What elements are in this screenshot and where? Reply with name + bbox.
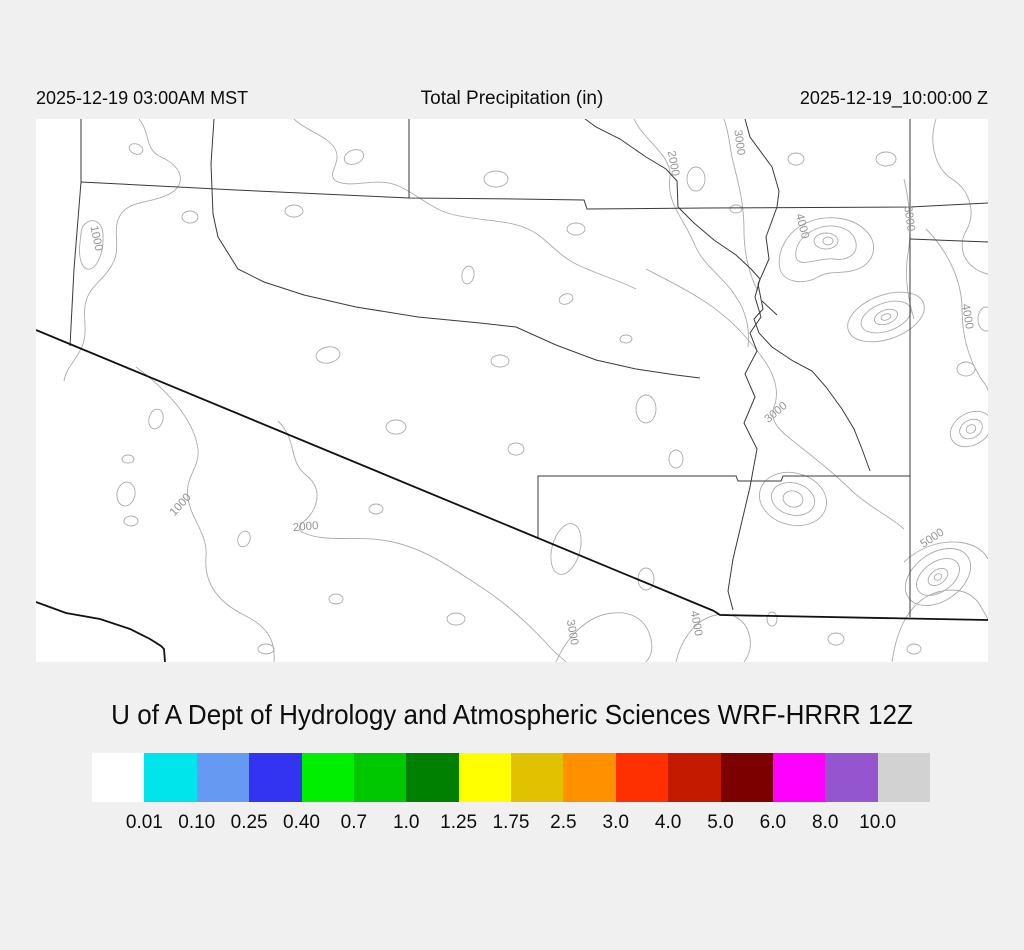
contour-label: 3000 — [731, 129, 746, 156]
contour-label: 4000 — [688, 610, 704, 637]
colorbar — [92, 753, 930, 802]
colorbar-tick-label: 5.0 — [707, 812, 734, 833]
contour-label: 6000 — [901, 205, 916, 232]
colorbar-swatch — [301, 753, 354, 802]
contour-label: 1000 — [87, 225, 104, 253]
colorbar-tick-label: 4.0 — [654, 812, 682, 833]
colorbar-swatch — [249, 753, 302, 802]
colorbar-swatch — [772, 753, 826, 802]
elevation-contours — [63, 119, 988, 662]
colorbar-tick-label: 0.7 — [340, 812, 368, 833]
product-caption: U of A Dept of Hydrology and Atmospheric… — [0, 699, 1024, 731]
colorbar-swatch — [615, 753, 669, 802]
colorbar-tick-label: 1.25 — [440, 812, 478, 833]
colorbar-tick-label: 8.0 — [812, 812, 839, 833]
product-caption-text: U of A Dept of Hydrology and Atmospheric… — [111, 699, 913, 730]
valid-time-utc: 2025-12-19_10:00:00 Z — [799, 88, 988, 108]
colorbar-tick-label: 6.0 — [759, 812, 787, 833]
colorbar-swatch — [353, 753, 407, 802]
contour-labels: 1000 1000 2000 2000 3000 3000 3000 4000 … — [87, 129, 975, 646]
colorbar-swatch — [458, 753, 511, 802]
contour-label: 2000 — [292, 520, 319, 534]
contour-label: 3000 — [564, 619, 580, 646]
county-boundaries — [69, 119, 988, 617]
colorbar-tick-label: 0.10 — [178, 812, 216, 833]
contour-label: 2000 — [665, 150, 681, 177]
contour-label: 3000 — [762, 400, 789, 426]
colorbar-swatch — [406, 753, 459, 802]
colorbar-tick-label: 0.40 — [283, 812, 320, 833]
colorbar-swatch — [825, 753, 878, 802]
colorbar-tick-label: 0.01 — [125, 812, 163, 833]
mexico-border — [36, 329, 988, 662]
colorbar-tick-label: 0.25 — [230, 812, 268, 833]
colorbar-swatch — [196, 753, 250, 802]
colorbar-swatch — [668, 753, 721, 802]
colorbar-swatch — [877, 753, 930, 802]
colorbar-swatch — [92, 753, 145, 802]
colorbar-tick-label: 1.0 — [393, 812, 420, 833]
page-title: Total Precipitation (in) — [420, 88, 604, 109]
contour-label: 4000 — [959, 303, 975, 330]
colorbar-swatch — [720, 753, 773, 802]
forecast-map: 1000 1000 2000 2000 3000 3000 3000 4000 … — [36, 119, 988, 662]
colorbar-tick-label: 10.0 — [859, 812, 897, 833]
map-canvas: 1000 1000 2000 2000 3000 3000 3000 4000 … — [36, 119, 988, 662]
colorbar-swatch — [511, 753, 564, 802]
colorbar-tick-label: 2.5 — [550, 812, 577, 833]
colorbar-ticks: 0.01 0.10 0.25 0.40 0.7 1.0 1.25 1.75 2.5 3.0 4.0 5… — [92, 812, 930, 838]
contour-label: 5000 — [918, 526, 946, 550]
colorbar-swatch — [563, 753, 616, 802]
colorbar-tick-label: 1.75 — [492, 812, 530, 833]
colorbar-tick-label: 3.0 — [602, 812, 629, 833]
contour-label: 4000 — [793, 212, 811, 240]
valid-time-local: 2025-12-19 03:00AM MST — [36, 88, 249, 108]
colorbar-swatch — [144, 753, 197, 802]
